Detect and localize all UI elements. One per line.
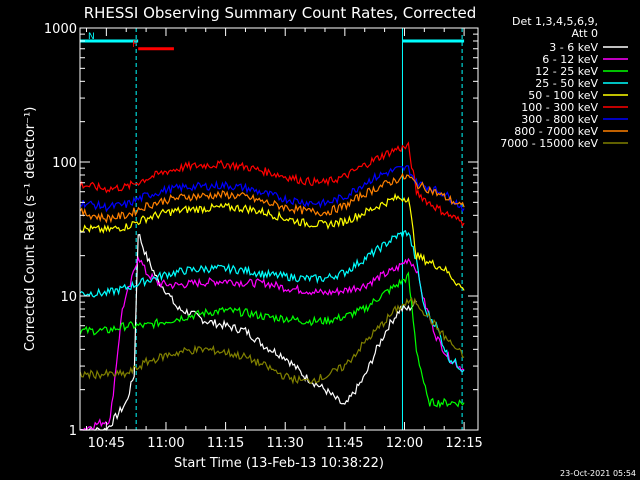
series-line-7 — [79, 172, 465, 224]
y-tick-label-2: 100 — [52, 156, 77, 171]
x-tick-label-2: 11:15 — [207, 436, 244, 451]
y-tick-label-1: 10 — [60, 290, 77, 305]
legend-label-5: 100 - 300 keV — [521, 101, 598, 114]
legend-label-0: 3 - 6 keV — [549, 41, 598, 54]
flag-label-0: N — [88, 32, 95, 42]
x-tick-label-6: 12:15 — [445, 436, 482, 451]
x-tick-label-4: 11:45 — [326, 436, 363, 451]
footer-timestamp: 23-Oct-2021 05:54 — [560, 469, 636, 478]
legend-header-0: Det 1,3,4,5,6,9, — [512, 15, 598, 28]
legend-header-1: Att 0 — [572, 27, 598, 40]
series-line-4 — [79, 192, 465, 291]
y-tick-label-3: 1000 — [44, 22, 77, 37]
legend-label-6: 300 - 800 keV — [521, 113, 598, 126]
legend-label-7: 800 - 7000 keV — [514, 125, 598, 138]
x-tick-label-0: 10:45 — [88, 436, 125, 451]
series-line-6 — [79, 165, 465, 213]
x-tick-label-1: 11:00 — [147, 436, 184, 451]
legend-label-4: 50 - 100 keV — [528, 89, 598, 102]
legend-label-8: 7000 - 15000 keV — [500, 137, 598, 150]
flag-label-1: F — [132, 40, 137, 50]
series-line-2 — [79, 271, 465, 409]
series-line-8 — [79, 296, 465, 385]
x-axis-label: Start Time (13-Feb-13 10:38:22) — [174, 456, 384, 471]
legend-label-2: 12 - 25 keV — [535, 65, 598, 78]
series-line-5 — [79, 141, 465, 227]
x-tick-label-5: 12:00 — [386, 436, 423, 451]
series-line-1 — [79, 255, 465, 431]
series-line-0 — [79, 233, 417, 431]
plot-frame — [79, 27, 479, 431]
legend-label-3: 25 - 50 keV — [535, 77, 598, 90]
y-axis-label: Corrected Count Rate (s⁻¹ detector⁻¹) — [23, 107, 38, 352]
legend-label-1: 6 - 12 keV — [542, 53, 598, 66]
y-tick-label-0: 1 — [69, 424, 77, 439]
chart-title: RHESSI Observing Summary Count Rates, Co… — [84, 4, 477, 22]
series-line-3 — [79, 229, 465, 373]
x-tick-label-3: 11:30 — [266, 436, 303, 451]
